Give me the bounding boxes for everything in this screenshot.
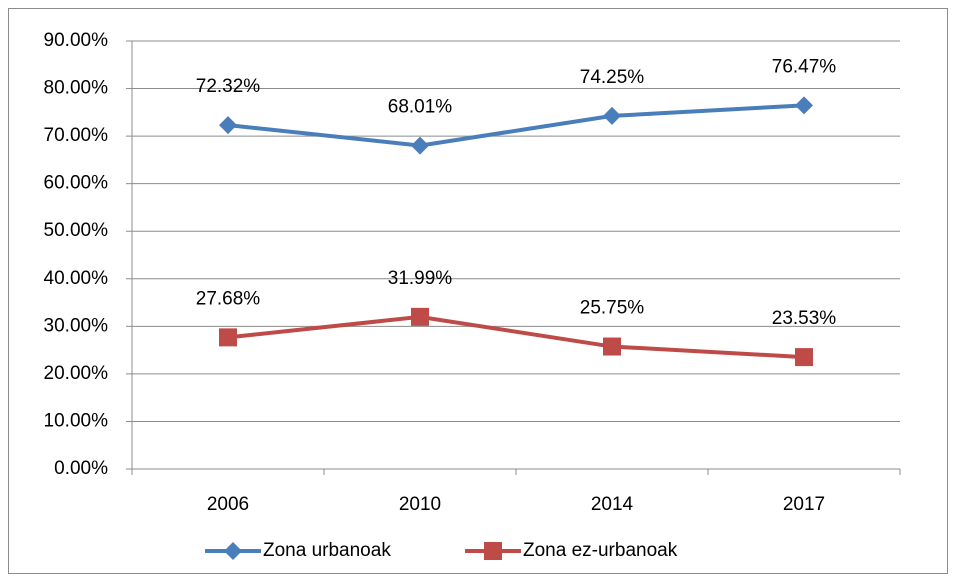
series-line — [227, 314, 805, 360]
x-tick-label: 2006 — [207, 494, 249, 515]
y-tick-label: 10.00% — [44, 410, 109, 431]
y-tick-label: 40.00% — [44, 268, 109, 289]
data-label: 72.32% — [196, 76, 261, 97]
data-label: 31.99% — [388, 268, 453, 289]
chart-border — [8, 8, 948, 574]
y-tick-label: 70.00% — [44, 125, 109, 146]
y-tick-label: 20.00% — [44, 363, 109, 384]
y-tick-label: 90.00% — [44, 30, 109, 51]
data-point — [219, 116, 237, 135]
data-point — [411, 136, 429, 155]
legend-marker — [484, 542, 502, 560]
data-label: 76.47% — [772, 56, 837, 77]
data-label: 68.01% — [388, 97, 453, 118]
data-point — [795, 96, 813, 115]
x-tick-label: 2014 — [591, 494, 634, 515]
data-label: 74.25% — [580, 67, 645, 88]
y-tick-label: 60.00% — [44, 173, 109, 194]
data-point — [219, 328, 237, 347]
legend-marker — [224, 542, 242, 560]
x-tick-label: 2010 — [399, 494, 441, 515]
y-tick-label: 50.00% — [44, 220, 109, 241]
x-tick-label: 2017 — [783, 494, 825, 515]
y-tick-label: 0.00% — [54, 458, 108, 479]
y-tick-label: 80.00% — [44, 78, 109, 99]
data-label: 25.75% — [580, 298, 645, 319]
data-label: 23.53% — [772, 308, 837, 329]
data-point — [795, 348, 813, 367]
y-tick-label: 30.00% — [44, 315, 109, 336]
data-point — [603, 106, 621, 125]
data-point — [411, 307, 429, 326]
data-label: 27.68% — [196, 288, 261, 309]
data-point — [603, 337, 621, 356]
legend-label: Zona urbanoak — [263, 540, 391, 561]
series-line — [227, 103, 805, 148]
legend-label: Zona ez-urbanoak — [523, 540, 678, 561]
